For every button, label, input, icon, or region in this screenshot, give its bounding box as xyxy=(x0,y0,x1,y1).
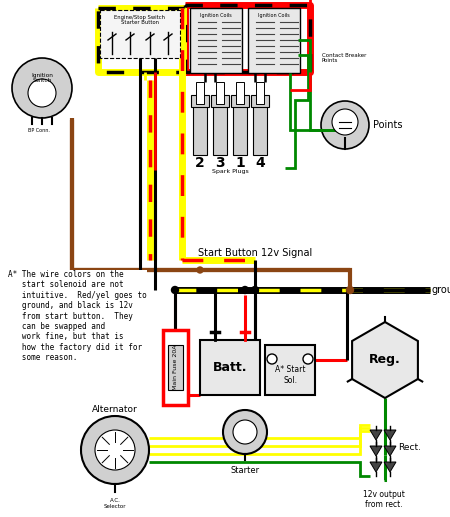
Text: Points: Points xyxy=(373,120,402,130)
Circle shape xyxy=(267,354,277,364)
Polygon shape xyxy=(384,462,396,472)
Circle shape xyxy=(223,410,267,454)
Polygon shape xyxy=(370,446,382,456)
Circle shape xyxy=(95,430,135,470)
Circle shape xyxy=(332,109,358,135)
Circle shape xyxy=(252,286,258,294)
Text: Starter: Starter xyxy=(230,466,260,475)
Polygon shape xyxy=(370,430,382,440)
Text: Reg.: Reg. xyxy=(369,354,401,367)
FancyBboxPatch shape xyxy=(190,8,242,73)
FancyBboxPatch shape xyxy=(163,330,188,405)
FancyBboxPatch shape xyxy=(233,100,247,155)
FancyBboxPatch shape xyxy=(253,100,267,155)
FancyBboxPatch shape xyxy=(168,345,183,390)
Text: Engine/Stop Switch
Starter Button: Engine/Stop Switch Starter Button xyxy=(114,14,166,25)
Text: A.C.
Selector: A.C. Selector xyxy=(104,498,126,509)
Circle shape xyxy=(12,58,72,118)
FancyBboxPatch shape xyxy=(100,10,180,58)
FancyBboxPatch shape xyxy=(216,82,224,104)
Circle shape xyxy=(303,354,313,364)
Polygon shape xyxy=(384,446,396,456)
Text: Ignition
Switch: Ignition Switch xyxy=(31,72,53,83)
Text: Contact Breaker
Points: Contact Breaker Points xyxy=(322,53,366,64)
FancyBboxPatch shape xyxy=(231,95,249,107)
Circle shape xyxy=(81,416,149,484)
Text: ground: ground xyxy=(432,285,450,295)
Circle shape xyxy=(321,101,369,149)
FancyBboxPatch shape xyxy=(256,82,264,104)
FancyBboxPatch shape xyxy=(236,82,244,104)
Text: BP Conn.: BP Conn. xyxy=(28,128,50,133)
Text: 12v output
from rect.: 12v output from rect. xyxy=(363,490,405,509)
Polygon shape xyxy=(352,322,418,398)
Circle shape xyxy=(346,286,354,294)
Text: Alternator: Alternator xyxy=(92,405,138,415)
Polygon shape xyxy=(370,462,382,472)
Circle shape xyxy=(197,267,203,273)
Text: Ignition Coils: Ignition Coils xyxy=(200,12,232,18)
FancyBboxPatch shape xyxy=(213,100,227,155)
FancyBboxPatch shape xyxy=(196,82,204,104)
Text: Rect.: Rect. xyxy=(398,444,421,452)
Text: 2: 2 xyxy=(195,156,205,170)
FancyBboxPatch shape xyxy=(251,95,269,107)
Circle shape xyxy=(233,420,257,444)
FancyBboxPatch shape xyxy=(191,95,209,107)
Circle shape xyxy=(171,286,179,294)
Circle shape xyxy=(28,79,56,107)
Text: 4: 4 xyxy=(255,156,265,170)
Text: A* Start
Sol.: A* Start Sol. xyxy=(275,366,305,385)
Text: A* The wire colors on the
   start solenoid are not
   intuitive.  Red/yel goes : A* The wire colors on the start solenoid… xyxy=(8,270,147,362)
Text: Main Fuse 20A: Main Fuse 20A xyxy=(173,345,178,390)
Polygon shape xyxy=(384,430,396,440)
Circle shape xyxy=(137,287,143,293)
FancyBboxPatch shape xyxy=(211,95,229,107)
Circle shape xyxy=(242,286,248,294)
Text: Spark Plugs: Spark Plugs xyxy=(212,170,248,175)
FancyBboxPatch shape xyxy=(265,345,315,395)
Text: 3: 3 xyxy=(215,156,225,170)
FancyBboxPatch shape xyxy=(200,340,260,395)
FancyBboxPatch shape xyxy=(248,8,300,73)
Text: Batt.: Batt. xyxy=(213,361,247,374)
Text: 1: 1 xyxy=(235,156,245,170)
Text: Ignition Coils: Ignition Coils xyxy=(258,12,290,18)
Text: Start Button 12v Signal: Start Button 12v Signal xyxy=(198,248,312,258)
FancyBboxPatch shape xyxy=(193,100,207,155)
